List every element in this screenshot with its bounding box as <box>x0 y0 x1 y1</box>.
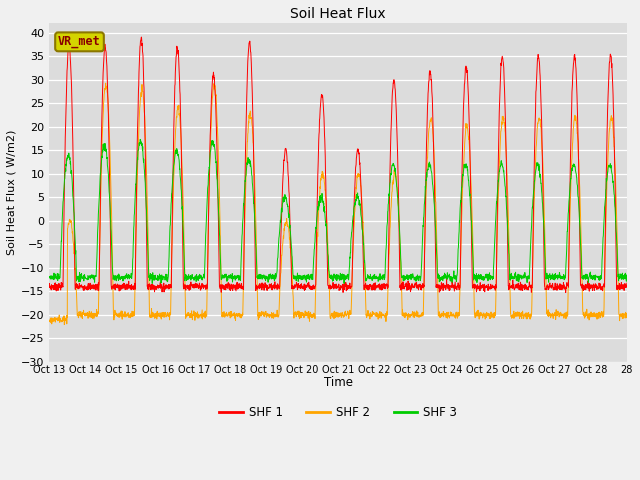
Title: Soil Heat Flux: Soil Heat Flux <box>291 7 386 21</box>
Y-axis label: Soil Heat Flux ( W/m2): Soil Heat Flux ( W/m2) <box>7 130 17 255</box>
X-axis label: Time: Time <box>324 376 353 389</box>
Legend: SHF 1, SHF 2, SHF 3: SHF 1, SHF 2, SHF 3 <box>214 401 461 424</box>
Text: VR_met: VR_met <box>58 36 101 48</box>
